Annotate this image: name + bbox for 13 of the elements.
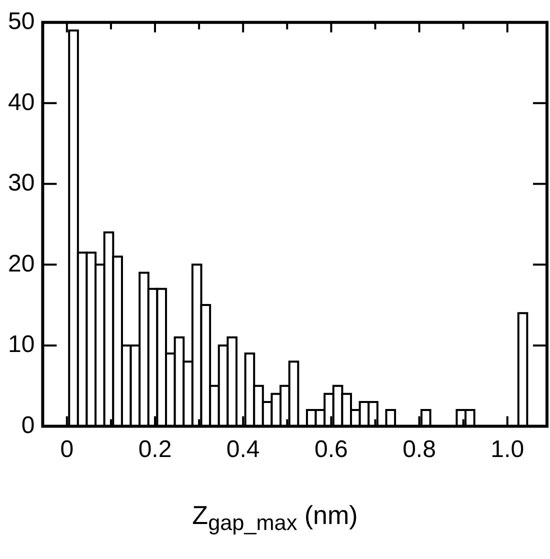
x-axis-title: Z$_{gap_max}$ (nm) xyxy=(191,500,359,536)
y-tick-label: 10 xyxy=(8,331,35,358)
x-tick-label: 0.4 xyxy=(226,436,260,464)
y-tick-label: 0 xyxy=(21,412,35,439)
y-tick-label: 20 xyxy=(8,250,35,278)
x-tick-label: 1.0 xyxy=(490,436,524,464)
y-tick-label: 50 xyxy=(8,8,35,36)
x-tick-label: 0.6 xyxy=(314,436,348,464)
y-tick-label: 40 xyxy=(8,88,35,116)
x-tick-label: 0.2 xyxy=(138,436,172,464)
x-tick-label: 0.8 xyxy=(402,436,436,464)
y-tick-label: 30 xyxy=(8,170,35,197)
x-tick-label: 0 xyxy=(60,436,74,464)
